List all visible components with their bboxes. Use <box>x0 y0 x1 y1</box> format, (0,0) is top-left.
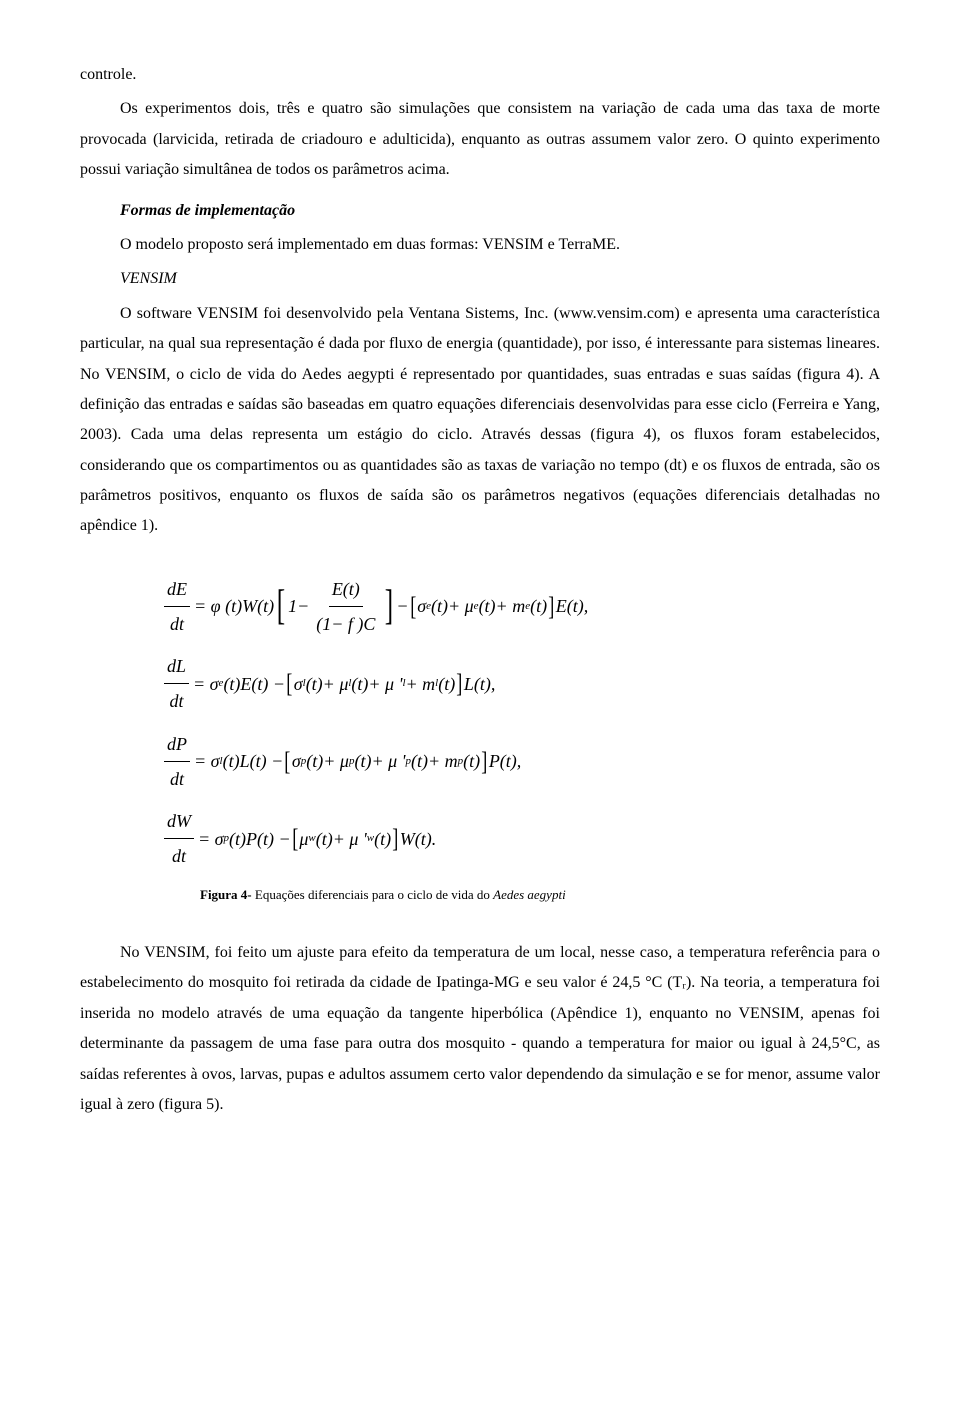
eq2-b: (t)E(t) − <box>223 667 285 701</box>
eq1-inner1: 1− <box>288 589 309 623</box>
equation-dP: dP dt = σl (t)L(t) − [ σp (t)+ μp (t)+ μ… <box>160 727 800 796</box>
eq3-h: P(t), <box>489 744 521 778</box>
sqbracket-right-icon-4: ] <box>392 814 398 863</box>
sqbracket-left-icon-3: [ <box>285 737 291 786</box>
eq4-a: = σ <box>198 822 224 856</box>
eq2-a: = σ <box>193 667 219 701</box>
sub-w: w <box>308 828 315 849</box>
eq3-d: (t)+ μ <box>306 744 349 778</box>
eq3-e: (t)+ μ ' <box>354 744 405 778</box>
eq4-d: (t)+ μ ' <box>316 822 367 856</box>
eq1-lead: = φ (t)W(t) <box>194 589 274 623</box>
eq1-frac-den: (1− f )C <box>313 607 378 641</box>
bracket-left-icon: [ <box>277 590 285 624</box>
eq-dL-den: dt <box>167 684 187 718</box>
eq3-c: σ <box>292 744 301 778</box>
fig4-species: Aedes aegypti <box>493 887 566 902</box>
eq-dL-num: dL <box>164 649 189 684</box>
eq1-frac-num: E(t) <box>329 572 363 607</box>
eq1-tail-a: − <box>396 589 408 623</box>
sqbracket-right-icon: ] <box>548 582 554 631</box>
eq4-c: μ <box>299 822 308 856</box>
paragraph-1: Os experimentos dois, três e quatro são … <box>80 94 880 185</box>
paragraph-4: No VENSIM, foi feito um ajuste para efei… <box>80 938 880 1120</box>
figure-4-caption: Figura 4- Equações diferenciais para o c… <box>200 883 880 908</box>
sqbracket-right-icon-2: ] <box>457 659 463 708</box>
sqbracket-left-icon-2: [ <box>286 659 292 708</box>
eq-dP-den: dt <box>167 762 187 796</box>
eq-dP-num: dP <box>164 727 190 762</box>
eq3-a: = σ <box>194 744 220 778</box>
eq1-sigma: σ <box>417 589 426 623</box>
paragraph-3: O software VENSIM foi desenvolvido pela … <box>80 299 880 542</box>
eq2-h: L(t), <box>464 667 496 701</box>
paragraph-2: O modelo proposto será implementado em d… <box>120 230 880 260</box>
eq-dE-num: dE <box>164 572 190 607</box>
eq4-f: W(t). <box>400 822 436 856</box>
equation-dL: dL dt = σe (t)E(t) − [ σl (t)+ μl (t)+ μ… <box>160 649 800 718</box>
eq-dW-num: dW <box>164 804 194 839</box>
eq2-e: (t)+ μ ' <box>351 667 402 701</box>
eq4-b: (t)P(t) − <box>229 822 291 856</box>
equation-dW: dW dt = σp (t)P(t) − [ μw (t)+ μ 'w (t) … <box>160 804 800 873</box>
sqbracket-left-icon: [ <box>410 582 416 631</box>
eq-dE-den: dt <box>167 607 187 641</box>
eq4-e: (t) <box>374 822 391 856</box>
eq2-c: σ <box>294 667 303 701</box>
subsection-vensim: VENSIM <box>120 264 880 294</box>
eq3-f: (t)+ m <box>411 744 458 778</box>
eq3-g: (t) <box>463 744 480 778</box>
fig4-text: Equações diferenciais para o ciclo de vi… <box>252 887 493 902</box>
fig4-label: Figura 4- <box>200 887 252 902</box>
sqbracket-right-icon-3: ] <box>481 737 487 786</box>
sub-w2: w <box>367 828 374 849</box>
eq1-t: (t) <box>530 589 547 623</box>
lead-word: controle. <box>80 60 880 90</box>
eq2-f: + m <box>406 667 436 701</box>
eq-dW-den: dt <box>169 839 189 873</box>
eq1-tail-f: E(t), <box>556 589 588 623</box>
bracket-right-icon: ] <box>385 590 393 624</box>
eq2-g: (t) <box>438 667 455 701</box>
eq2-d: (t)+ μ <box>306 667 349 701</box>
section-formas-de-implementacao: Formas de implementação <box>120 196 880 226</box>
eq3-b: (t)L(t) − <box>223 744 284 778</box>
eq1-m: (t)+ m <box>479 589 526 623</box>
eq1-mu: (t)+ μ <box>431 589 474 623</box>
equations-block: dE dt = φ (t)W(t) [ 1− E(t) (1− f )C ] −… <box>160 572 800 874</box>
sqbracket-left-icon-4: [ <box>292 814 298 863</box>
equation-dE: dE dt = φ (t)W(t) [ 1− E(t) (1− f )C ] −… <box>160 572 800 641</box>
